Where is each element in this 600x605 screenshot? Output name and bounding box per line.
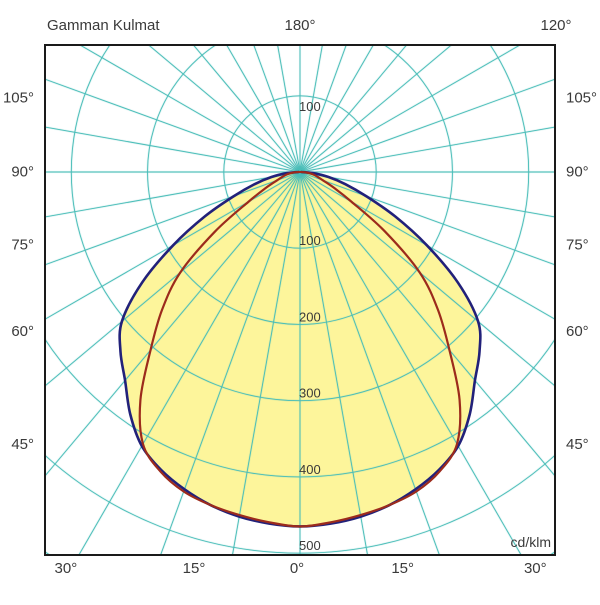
- svg-text:100: 100: [299, 99, 321, 114]
- svg-text:45°: 45°: [566, 436, 589, 453]
- svg-text:0°: 0°: [290, 560, 304, 577]
- svg-text:105°: 105°: [566, 89, 597, 106]
- svg-text:120°: 120°: [540, 17, 571, 34]
- svg-text:90°: 90°: [566, 163, 589, 180]
- svg-text:400: 400: [299, 462, 321, 477]
- svg-text:75°: 75°: [11, 236, 34, 253]
- svg-text:60°: 60°: [566, 323, 589, 340]
- svg-text:60°: 60°: [11, 323, 34, 340]
- svg-text:45°: 45°: [11, 436, 34, 453]
- svg-text:75°: 75°: [566, 236, 589, 253]
- svg-text:500: 500: [299, 538, 321, 553]
- svg-text:30°: 30°: [55, 560, 78, 577]
- svg-text:100: 100: [299, 233, 321, 248]
- svg-text:cd/klm: cd/klm: [511, 534, 551, 550]
- svg-text:15°: 15°: [183, 560, 206, 577]
- svg-text:Gamman Kulmat: Gamman Kulmat: [47, 17, 160, 34]
- svg-text:200: 200: [299, 310, 321, 325]
- svg-text:300: 300: [299, 386, 321, 401]
- svg-text:180°: 180°: [284, 17, 315, 34]
- svg-text:105°: 105°: [3, 89, 34, 106]
- svg-text:30°: 30°: [524, 560, 547, 577]
- svg-text:90°: 90°: [11, 163, 34, 180]
- svg-text:15°: 15°: [391, 560, 414, 577]
